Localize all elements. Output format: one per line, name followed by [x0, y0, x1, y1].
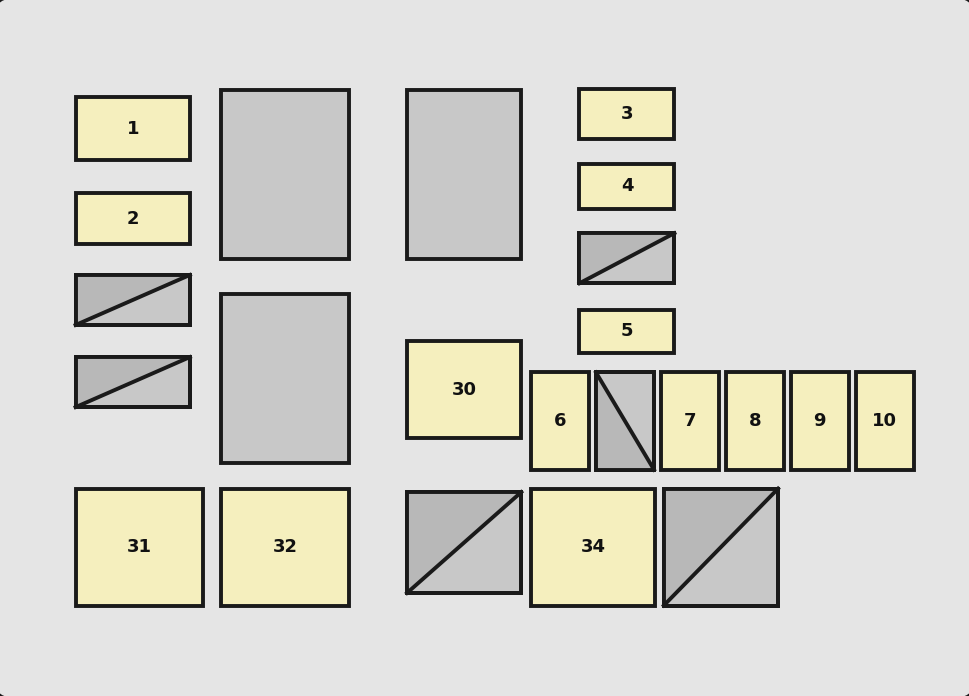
- Polygon shape: [596, 372, 654, 470]
- Bar: [221, 90, 349, 259]
- Bar: [407, 90, 521, 259]
- Bar: [76, 275, 190, 325]
- Polygon shape: [664, 489, 778, 606]
- Bar: [76, 97, 190, 160]
- Bar: [76, 193, 190, 244]
- Bar: [664, 489, 778, 606]
- Bar: [579, 233, 674, 283]
- Bar: [407, 492, 521, 593]
- Text: 32: 32: [272, 538, 297, 556]
- Bar: [76, 489, 203, 606]
- Bar: [531, 372, 589, 470]
- Polygon shape: [407, 492, 521, 593]
- Text: 30: 30: [452, 381, 477, 399]
- Bar: [407, 341, 521, 438]
- Bar: [664, 489, 778, 606]
- Text: 1: 1: [127, 120, 139, 138]
- Text: 34: 34: [580, 538, 606, 556]
- Text: 4: 4: [621, 177, 633, 195]
- Bar: [407, 492, 521, 593]
- Bar: [856, 372, 914, 470]
- Bar: [661, 372, 719, 470]
- Text: 9: 9: [814, 412, 826, 430]
- Polygon shape: [579, 233, 674, 283]
- Bar: [76, 357, 190, 407]
- Bar: [76, 357, 190, 407]
- Text: 7: 7: [684, 412, 696, 430]
- Text: 6: 6: [554, 412, 566, 430]
- Bar: [76, 275, 190, 325]
- Text: 3: 3: [621, 105, 633, 123]
- Bar: [531, 489, 655, 606]
- Bar: [221, 294, 349, 463]
- Text: 8: 8: [748, 412, 762, 430]
- Polygon shape: [76, 275, 190, 325]
- Text: 31: 31: [127, 538, 152, 556]
- Bar: [579, 233, 674, 283]
- Bar: [726, 372, 784, 470]
- Text: 2: 2: [127, 209, 139, 228]
- Bar: [221, 489, 349, 606]
- Bar: [596, 372, 654, 470]
- Text: 5: 5: [621, 322, 633, 340]
- Text: 10: 10: [872, 412, 897, 430]
- Bar: [579, 310, 674, 353]
- Polygon shape: [76, 357, 190, 407]
- Bar: [791, 372, 849, 470]
- Bar: [579, 89, 674, 139]
- Bar: [579, 164, 674, 209]
- Bar: [596, 372, 654, 470]
